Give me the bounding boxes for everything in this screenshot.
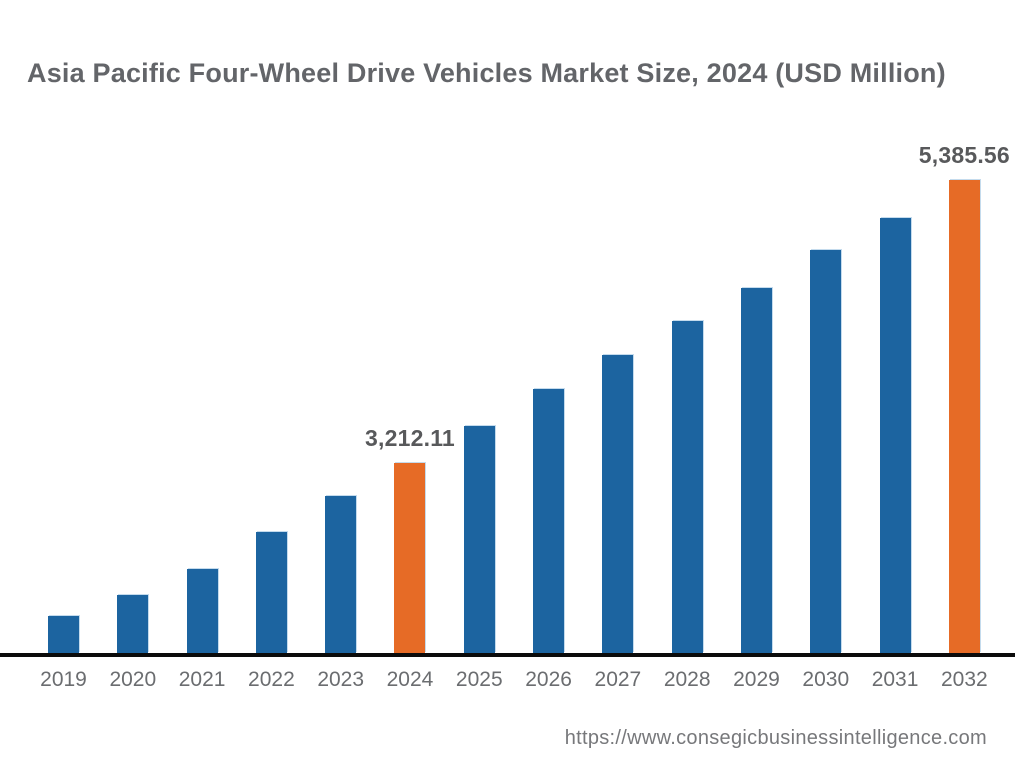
- bar-value-label-2032: 5,385.56: [918, 142, 1010, 168]
- bar-2032: [948, 180, 980, 653]
- x-tick-slot-2023: 2023: [317, 668, 364, 696]
- x-tick-slot-2028: 2028: [664, 668, 711, 696]
- bar-slot-2028: [671, 120, 703, 653]
- x-tick-slot-2025: 2025: [456, 668, 503, 696]
- x-tick-slot-2032: 2032: [941, 668, 988, 696]
- x-tick-slot-2019: 2019: [40, 668, 87, 696]
- bar-2020: [117, 595, 149, 653]
- x-tick-2019: 2019: [40, 668, 87, 691]
- x-tick-slot-2029: 2029: [733, 668, 780, 696]
- bar-2031: [879, 218, 911, 653]
- x-tick-2020: 2020: [109, 668, 157, 691]
- x-tick-2030: 2030: [802, 668, 850, 691]
- bar-2019: [48, 616, 79, 653]
- x-tick-2032: 2032: [941, 668, 988, 691]
- bar-slot-2026: [533, 120, 565, 653]
- source-url: https://www.consegicbusinessintelligence…: [564, 727, 987, 749]
- bar-slot-2030: [810, 120, 842, 653]
- x-tick-2023: 2023: [317, 668, 365, 691]
- x-tick-2022: 2022: [248, 668, 295, 691]
- x-tick-2024: 2024: [386, 668, 434, 691]
- bar-slot-2019: [48, 120, 79, 653]
- bar-2029: [740, 288, 772, 653]
- bar-slot-2027: [602, 120, 634, 653]
- plot-area: 3,212.11 5,385.56: [48, 120, 1010, 653]
- x-tick-2026: 2026: [525, 668, 572, 691]
- bars-row: 3,212.11 5,385.56: [48, 120, 1010, 653]
- x-tick-slot-2026: 2026: [525, 668, 572, 696]
- bar-slot-2023: [325, 120, 357, 653]
- bar-slot-2024: 3,212.11: [365, 120, 455, 653]
- x-tick-slot-2022: 2022: [248, 668, 295, 696]
- x-axis-ticks: 2019 2020 2021 2022 2023 2024 2025 2026 2027 2028…: [40, 668, 988, 696]
- x-tick-2029: 2029: [733, 668, 780, 691]
- x-tick-slot-2027: 2027: [595, 668, 642, 696]
- x-tick-slot-2031: 2031: [872, 668, 919, 696]
- bar-slot-2025: [463, 120, 495, 653]
- bar-value-label-2024: 3,212.11: [365, 425, 455, 451]
- x-tick-slot-2030: 2030: [802, 668, 849, 696]
- bar-2026: [533, 389, 565, 653]
- x-tick-2025: 2025: [455, 668, 503, 691]
- bar-2024: [394, 463, 426, 653]
- x-tick-slot-2024: 2024: [387, 668, 434, 696]
- bar-2022: [255, 532, 287, 653]
- bar-2023: [325, 496, 357, 653]
- chart-title: Asia Pacific Four-Wheel Drive Vehicles M…: [27, 58, 946, 88]
- bar-slot-2032: 5,385.56: [919, 120, 1010, 653]
- x-tick-2021: 2021: [178, 668, 226, 691]
- bar-2021: [186, 569, 218, 653]
- bar-slot-2020: [117, 120, 149, 653]
- bar-2027: [602, 355, 634, 653]
- x-tick-slot-2021: 2021: [179, 668, 226, 696]
- bar-2030: [810, 250, 842, 653]
- x-axis-line: [0, 653, 1015, 657]
- bar-slot-2029: [740, 120, 772, 653]
- x-tick-2028: 2028: [663, 668, 711, 691]
- bar-slot-2031: [879, 120, 911, 653]
- x-tick-2031: 2031: [871, 668, 919, 691]
- bar-2025: [463, 426, 495, 653]
- x-tick-slot-2020: 2020: [109, 668, 156, 696]
- bar-2028: [671, 321, 703, 653]
- bar-slot-2021: [186, 120, 218, 653]
- bar-slot-2022: [255, 120, 287, 653]
- x-tick-2027: 2027: [594, 668, 642, 691]
